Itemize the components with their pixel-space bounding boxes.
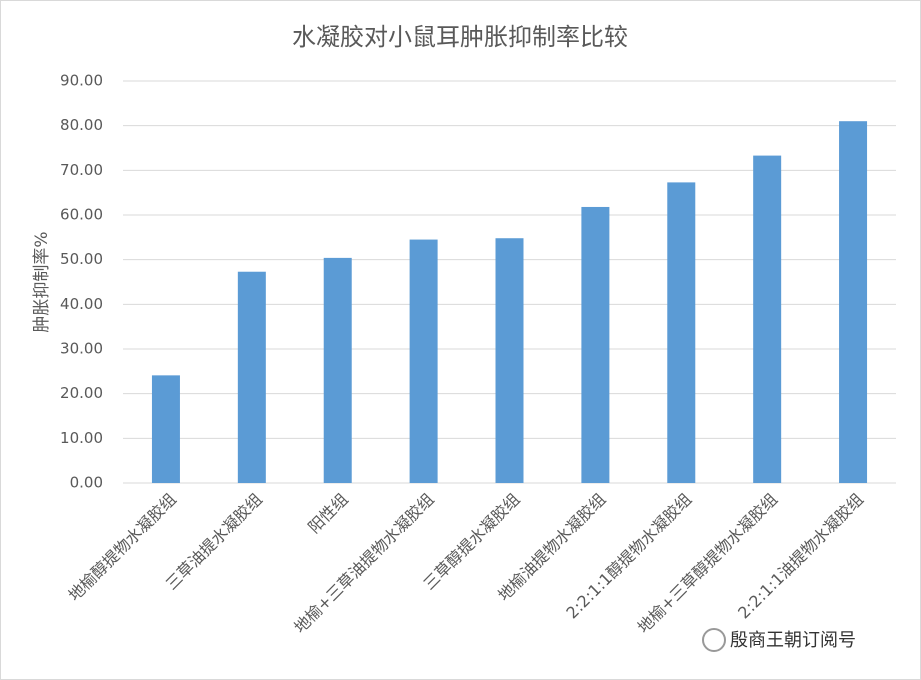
bar [839, 121, 868, 483]
y-tick-label: 70.00 [60, 161, 103, 179]
y-tick-label: 0.00 [70, 474, 103, 492]
bar [237, 271, 266, 483]
bar [753, 155, 782, 484]
y-tick-label: 60.00 [60, 206, 103, 224]
chart-title: 水凝胶对小鼠耳肿胀抑制率比较 [292, 23, 628, 51]
y-tick-label: 20.00 [60, 384, 103, 402]
bar [581, 206, 610, 483]
y-tick-label: 30.00 [60, 340, 103, 358]
y-axis-label: 肿胀抑制率% [32, 231, 52, 332]
watermark-group: 殷商王朝订阅号 [702, 628, 856, 652]
watermark: 殷商王朝订阅号 [730, 630, 856, 651]
bar [151, 375, 180, 483]
watermark-icon [702, 628, 726, 652]
y-tick-label: 40.00 [60, 295, 103, 313]
y-tick-label: 50.00 [60, 250, 103, 268]
bar [323, 257, 352, 483]
bar [667, 182, 696, 484]
y-tick-label: 10.00 [60, 429, 103, 447]
bar [409, 239, 438, 483]
y-tick-label: 90.00 [60, 72, 103, 90]
bar [495, 238, 524, 483]
y-tick-label: 80.00 [60, 116, 103, 134]
